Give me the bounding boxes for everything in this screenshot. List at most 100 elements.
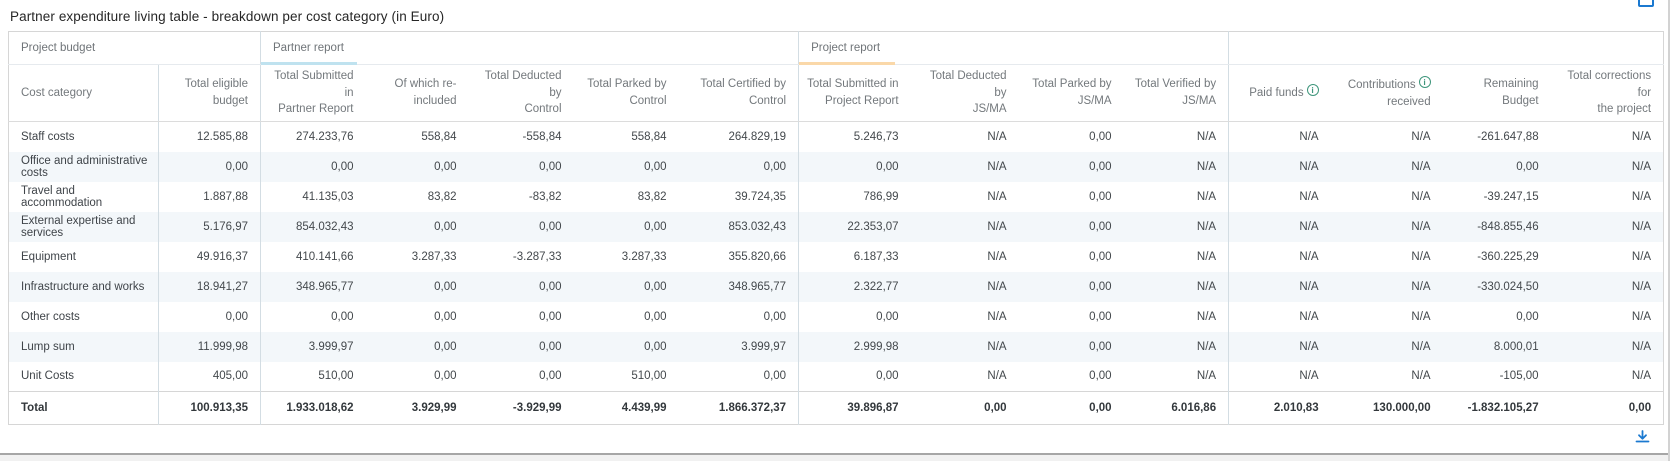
column-header: Of which re-included bbox=[365, 64, 469, 123]
column-header-row: Cost category Total eligible budget Total … bbox=[8, 64, 1664, 123]
cell: 0,00 bbox=[539, 340, 562, 353]
cell: 0,00 bbox=[644, 280, 667, 293]
cell: N/A bbox=[1631, 190, 1652, 203]
cell: N/A bbox=[1228, 301, 1331, 332]
column-header-line: Total Parked by bbox=[578, 76, 666, 93]
table-row: Other costs 0,00 0,00 0,00 0,00 0,00 0,00 0,00 N… bbox=[9, 301, 1664, 332]
column-header-line: Of which re-included bbox=[370, 76, 457, 109]
table-row: Office and administrative costs 0,00 0,00 0… bbox=[8, 151, 1664, 182]
column-header: Total Verified by JS/MA bbox=[1123, 64, 1229, 123]
column-header-line: Cost category bbox=[21, 85, 146, 102]
cell: N/A bbox=[1228, 181, 1331, 212]
cell: 5.246,73 bbox=[798, 121, 911, 152]
column-header: Total Submitted in Partner Report bbox=[260, 64, 366, 123]
cell: 0,00 bbox=[1089, 370, 1112, 383]
column-header-text: Total Deducted by bbox=[484, 70, 562, 99]
table-row: Unit Costs 405,00 510,00 0,00 0,00 510,00 0,00… bbox=[9, 361, 1664, 392]
column-header-text: Total eligible budget bbox=[184, 78, 249, 107]
row-label: Infrastructure and works bbox=[21, 280, 145, 293]
column-header-text: Total Deducted by bbox=[929, 70, 1007, 99]
cell: 0,00 bbox=[157, 151, 261, 182]
cell: 3.999,97 bbox=[741, 340, 787, 353]
row-label: External expertise and services bbox=[21, 214, 136, 239]
cell: N/A bbox=[1196, 250, 1217, 263]
cell: 41.135,03 bbox=[260, 181, 366, 212]
cell: 510,00 bbox=[260, 361, 366, 392]
cell: N/A bbox=[987, 250, 1007, 263]
table-body: Staff costs 12.585,88 274.233,76 558,84 -558… bbox=[8, 121, 1664, 425]
column-header-text: Contributions bbox=[1347, 78, 1416, 91]
cell: 0,00 bbox=[1089, 280, 1112, 293]
cell: 0,00 bbox=[1516, 160, 1539, 173]
table-row: Travel and accommodation 1.887,88 41.135,0… bbox=[9, 181, 1664, 212]
cell: N/A bbox=[1196, 310, 1217, 323]
column-header-line: Project Report bbox=[803, 93, 899, 110]
cell: 854.032,43 bbox=[260, 211, 366, 242]
cell: N/A bbox=[987, 190, 1007, 203]
cell: 2.322,77 bbox=[798, 271, 911, 302]
info-icon[interactable]: i bbox=[1306, 84, 1319, 97]
horizontal-scrollbar[interactable] bbox=[0, 453, 1668, 461]
cell: 0,00 bbox=[644, 310, 667, 323]
column-header-line: Remaining Budget bbox=[1447, 76, 1539, 109]
cell: 0,00 bbox=[1516, 310, 1539, 323]
column-header-line: Paid funds i bbox=[1233, 84, 1319, 102]
cell: N/A bbox=[987, 370, 1007, 383]
group-header-project-budget: Project budget bbox=[8, 31, 261, 65]
cell: 39.724,35 bbox=[734, 190, 787, 203]
column-header: Total Submitted in Project Report bbox=[798, 64, 911, 123]
row-label: Unit Costs bbox=[21, 370, 75, 383]
column-header-text: Project Report bbox=[825, 95, 899, 107]
cell: 558,84 bbox=[421, 130, 457, 143]
group-header-row: Project budget Partner report Project repo… bbox=[8, 31, 1664, 65]
download-button[interactable] bbox=[1635, 430, 1650, 447]
cell: 0,00 bbox=[1089, 310, 1112, 323]
cell: 410.141,66 bbox=[260, 241, 366, 272]
cell: -330.024,50 bbox=[1477, 280, 1539, 293]
column-header-text: received bbox=[1387, 95, 1431, 108]
column-header-line: received bbox=[1335, 94, 1431, 111]
column-header-text: Total Parked by bbox=[1032, 78, 1112, 91]
column-header-text: Cost category bbox=[21, 86, 92, 99]
column-header: Remaining Budget bbox=[1442, 64, 1551, 123]
cell: N/A bbox=[987, 340, 1007, 353]
cell: N/A bbox=[1411, 130, 1431, 143]
cell: N/A bbox=[1196, 190, 1217, 203]
cell: 0,00 bbox=[1089, 250, 1112, 263]
cell: N/A bbox=[1228, 151, 1331, 182]
cell: N/A bbox=[1411, 310, 1431, 323]
cell: N/A bbox=[1228, 331, 1331, 362]
cell: 0,00 bbox=[1550, 391, 1664, 425]
cell: N/A bbox=[1631, 310, 1652, 323]
column-header-text: Total Certified by bbox=[700, 78, 787, 91]
column-header: Total corrections for the project bbox=[1550, 64, 1664, 123]
row-label: Staff costs bbox=[21, 130, 75, 143]
info-icon[interactable]: i bbox=[1418, 75, 1431, 88]
cell: -1.832.105,27 bbox=[1442, 391, 1551, 425]
cell: 2.999,98 bbox=[798, 331, 911, 362]
column-header-text: Of which re-included bbox=[394, 78, 457, 107]
cell: N/A bbox=[987, 220, 1007, 233]
cell: N/A bbox=[1631, 370, 1652, 383]
row-label: Travel and accommodation bbox=[21, 184, 103, 209]
download-row bbox=[8, 425, 1656, 449]
cell: 0,00 bbox=[910, 391, 1019, 425]
cell: N/A bbox=[1196, 370, 1217, 383]
cell: -3.287,33 bbox=[512, 250, 562, 263]
cell: -261.647,88 bbox=[1477, 130, 1539, 143]
cell: N/A bbox=[1411, 280, 1431, 293]
cell: -848.855,46 bbox=[1477, 220, 1539, 233]
cell: 0,00 bbox=[1089, 190, 1112, 203]
cell: 355.820,66 bbox=[728, 250, 787, 263]
page-title: Partner expenditure living table - break… bbox=[10, 9, 445, 24]
table-settings-icon[interactable] bbox=[1638, 0, 1654, 7]
cell: N/A bbox=[1196, 340, 1217, 353]
cell: 18.941,27 bbox=[157, 271, 261, 302]
total-row: Total 100.913,35 1.933.018,62 3.929,99 -3.92… bbox=[8, 391, 1664, 425]
cell: 0,00 bbox=[1089, 340, 1112, 353]
cell: 0,00 bbox=[539, 370, 562, 383]
column-header: Total Certified by Control bbox=[678, 64, 799, 123]
cell: N/A bbox=[1411, 340, 1431, 353]
column-header-text: Partner Report bbox=[278, 103, 354, 116]
